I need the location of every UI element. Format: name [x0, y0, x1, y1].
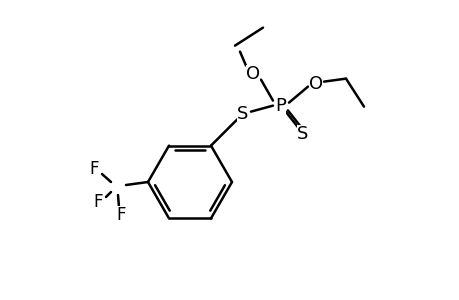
Text: F: F: [116, 206, 125, 224]
Text: F: F: [89, 160, 99, 178]
Text: O: O: [308, 75, 322, 93]
Text: P: P: [275, 97, 286, 115]
Text: O: O: [246, 64, 259, 82]
Text: S: S: [237, 105, 248, 123]
Text: S: S: [297, 124, 308, 142]
Text: F: F: [93, 193, 102, 211]
